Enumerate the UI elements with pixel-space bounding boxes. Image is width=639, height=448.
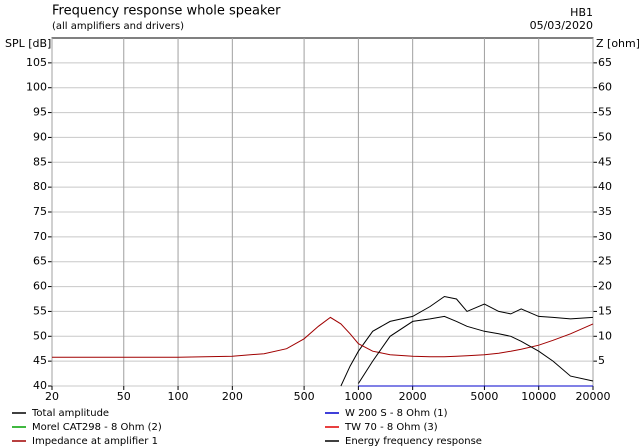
y2-tick-label: 50 (598, 130, 612, 143)
y2-tick-label: 10 (598, 329, 612, 342)
x-tick-label: 200 (222, 390, 243, 403)
y-tick-label: 75 (33, 205, 47, 218)
chart-title: Frequency response whole speaker (52, 4, 281, 19)
y2-tick-label: 35 (598, 205, 612, 218)
y-tick-label: 60 (33, 280, 47, 293)
legend-label: Impedance at amplifier 1 (32, 436, 158, 447)
y-tick-label: 55 (33, 304, 47, 317)
y-axis-label: SPL [dB] (5, 37, 51, 50)
y2-tick-label: 65 (598, 56, 612, 69)
x-tick-label: 20 (45, 390, 59, 403)
x-tick-label: 500 (294, 390, 315, 403)
y2-tick-label: 15 (598, 304, 612, 317)
y2-tick-label: 40 (598, 180, 612, 193)
y-tick-label: 50 (33, 329, 47, 342)
chart-subtitle: (all amplifiers and drivers) (52, 21, 184, 32)
y2-tick-label: 5 (598, 354, 605, 367)
y-tick-label: 65 (33, 255, 47, 268)
legend-label: Morel CAT298 - 8 Ohm (2) (32, 422, 162, 433)
x-tick-label: 50 (117, 390, 131, 403)
series-line (340, 295, 594, 387)
y2-tick-label: 25 (598, 255, 612, 268)
x-tick-label: 1000 (344, 390, 372, 403)
legend-label: Total amplitude (31, 408, 109, 419)
series-line (357, 315, 594, 384)
x-tick-label: 20000 (576, 390, 611, 403)
y2-tick-label: 45 (598, 155, 612, 168)
y-tick-label: 70 (33, 230, 47, 243)
legend-label: TW 70 - 8 Ohm (3) (344, 422, 438, 433)
y-tick-label: 90 (33, 130, 47, 143)
legend-label: W 200 S - 8 Ohm (1) (345, 408, 448, 419)
y2-tick-label: 60 (598, 81, 612, 94)
y-tick-label: 40 (33, 379, 47, 392)
x-tick-label: 10000 (521, 390, 556, 403)
project-name: HB1 (570, 6, 593, 19)
y-tick-label: 45 (33, 354, 47, 367)
y2-tick-label: 20 (598, 280, 612, 293)
y-tick-label: 95 (33, 106, 47, 119)
date: 05/03/2020 (530, 19, 593, 32)
y-tick-label: 85 (33, 155, 47, 168)
legend-label: Energy frequency response (345, 436, 482, 447)
y-tick-label: 100 (26, 81, 47, 94)
y2-tick-label: 30 (598, 230, 612, 243)
x-tick-label: 100 (168, 390, 189, 403)
y-tick-label: 80 (33, 180, 47, 193)
y2-axis-label: Z [ohm] (596, 37, 639, 50)
y-tick-label: 105 (26, 56, 47, 69)
x-tick-label: 5000 (470, 390, 498, 403)
y2-tick-label: 55 (598, 106, 612, 119)
x-tick-label: 2000 (399, 390, 427, 403)
series-line (52, 316, 594, 358)
